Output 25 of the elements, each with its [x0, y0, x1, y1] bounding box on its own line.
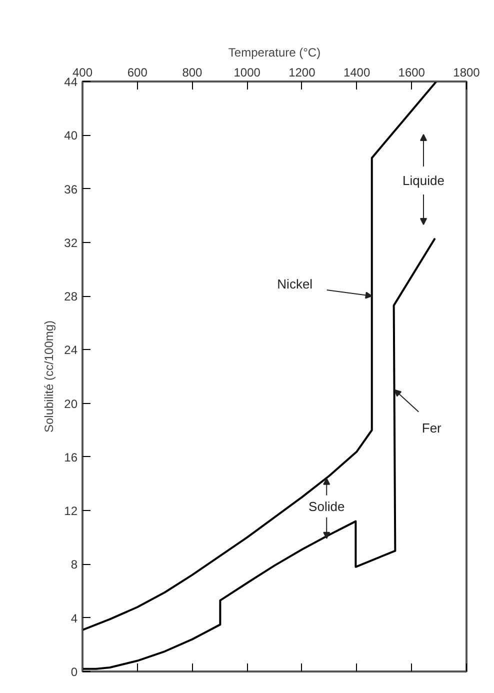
y-tick-label: 28 [64, 290, 78, 304]
x-tick-label: 1000 [234, 66, 261, 80]
y-tick-label: 40 [64, 128, 78, 143]
x-tick-label: 1200 [288, 66, 316, 80]
x-axis-title: Temperature (°C) [228, 46, 321, 60]
y-tick-label: 44 [64, 75, 78, 89]
y-tick-label: 20 [64, 396, 78, 411]
x-tick-label: 800 [182, 66, 203, 80]
y-axis-title: Solubilité (cc/100mg) [42, 320, 56, 433]
y-tick-label: 8 [70, 558, 78, 572]
y-tick-label: 24 [64, 343, 78, 358]
annotation: Fer [422, 420, 442, 436]
y-tick-label: 16 [64, 450, 78, 464]
y-tick-label: 12 [64, 504, 78, 518]
y-tick-label: 36 [64, 182, 78, 196]
x-tick-label: 1600 [398, 66, 426, 80]
x-tick-label: 1800 [453, 66, 480, 80]
y-tick-label: 0 [70, 665, 78, 679]
annotation: Liquide [402, 173, 444, 188]
x-tick-label: 600 [127, 66, 148, 80]
y-tick-label: 4 [70, 611, 78, 626]
x-tick-label: 1400 [343, 66, 370, 80]
annotation: Nickel [277, 276, 313, 292]
annotation: Solide [308, 498, 345, 514]
y-tick-label: 32 [64, 236, 78, 250]
